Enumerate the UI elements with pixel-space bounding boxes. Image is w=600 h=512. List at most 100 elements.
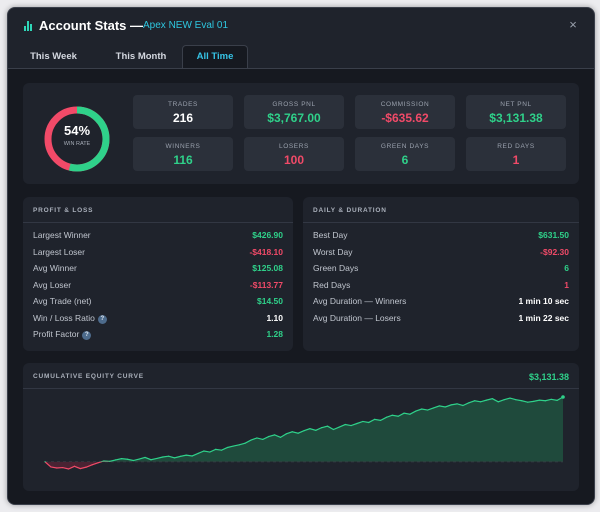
row-value: 1.28 <box>266 329 283 339</box>
pl-row-largest-winner: Largest Winner $426.90 <box>33 230 283 244</box>
equity-point <box>521 400 523 402</box>
stat-value: $3,131.38 <box>489 111 543 125</box>
close-icon[interactable]: × <box>569 17 577 32</box>
stat-value: -$635.62 <box>381 111 429 125</box>
account-name: Apex NEW Eval 01 <box>143 20 229 31</box>
row-value: $125.08 <box>252 263 283 273</box>
dd-row-green-days: Green Days 6 <box>313 263 569 277</box>
stat-trades: TRADES 216 <box>133 95 233 129</box>
equity-point <box>268 435 270 438</box>
row-label: Red Days <box>313 279 351 290</box>
equity-point <box>409 413 411 415</box>
row-label: Avg Loser <box>33 279 72 290</box>
section-divider <box>23 388 579 389</box>
equity-point <box>156 457 158 460</box>
dd-row-worst-day: Worst Day -$92.30 <box>313 247 569 261</box>
equity-point <box>356 422 358 425</box>
equity-point <box>397 415 399 417</box>
dd-row-red-days: Red Days 1 <box>313 280 569 294</box>
row-value: 1.10 <box>266 312 283 323</box>
equity-curve-panel: CUMULATIVE EQUITY CURVE $3,131.38 <box>23 363 579 491</box>
equity-point <box>321 427 323 429</box>
equity-point <box>56 467 58 469</box>
equity-point <box>527 401 529 403</box>
equity-point <box>215 448 217 450</box>
equity-point <box>138 458 140 460</box>
equity-point <box>332 428 335 431</box>
row-label: Profit Factor? <box>33 329 92 340</box>
equity-point <box>515 399 517 401</box>
row-label: Best Day <box>313 230 348 240</box>
equity-point <box>297 432 299 434</box>
equity-point <box>427 409 429 411</box>
equity-point <box>468 402 470 404</box>
pl-row-profit-factor: Profit Factor? 1.28 <box>33 329 283 343</box>
equity-point <box>273 434 276 436</box>
window-title: Account Stats — <box>39 18 144 33</box>
equity-point <box>338 426 340 428</box>
pl-row-avg-winner: Avg Winner $125.08 <box>33 263 283 277</box>
tab-this-week[interactable]: This Week <box>30 51 77 62</box>
row-label: Largest Winner <box>33 230 91 240</box>
equity-point <box>474 400 476 402</box>
win-rate-ring <box>44 106 110 172</box>
row-label: Avg Duration — Winners <box>313 296 407 306</box>
stat-gross-pnl: GROSS PNL $3,767.00 <box>244 95 344 129</box>
stat-label: WINNERS <box>165 143 201 150</box>
row-value: $631.50 <box>538 230 569 240</box>
equity-point <box>309 428 311 430</box>
equity-point <box>326 425 329 427</box>
equity-point <box>350 424 352 427</box>
equity-point <box>291 431 293 433</box>
equity-point <box>191 455 193 457</box>
stat-label: LOSERS <box>279 143 309 150</box>
row-value: $14.50 <box>257 296 283 306</box>
equity-point <box>179 455 181 457</box>
pl-row-avg-trade: Avg Trade (net) $14.50 <box>33 296 283 310</box>
equity-point <box>391 414 393 416</box>
pl-row-largest-loser: Largest Loser -$418.10 <box>33 247 283 261</box>
stats-content: 54% WIN RATE TRADES 216 GROSS PNL $3,767… <box>8 69 594 504</box>
row-value: 6 <box>564 263 569 273</box>
equity-point <box>544 400 546 402</box>
section-divider <box>23 222 293 223</box>
stat-commission: COMMISSION -$635.62 <box>355 95 455 129</box>
equity-point <box>456 403 458 405</box>
tab-all-time[interactable]: All Time <box>182 45 248 70</box>
stat-label: COMMISSION <box>380 101 430 108</box>
info-icon[interactable]: ? <box>97 314 107 324</box>
equity-point <box>103 460 105 462</box>
equity-chart <box>44 395 565 470</box>
row-label: Largest Loser <box>33 246 85 257</box>
equity-point <box>550 398 552 400</box>
equity-point <box>503 399 505 401</box>
stat-value: 6 <box>401 153 409 167</box>
equity-point <box>173 457 176 459</box>
row-label: Win / Loss Ratio? <box>33 313 107 324</box>
tab-this-month[interactable]: This Month <box>115 51 167 62</box>
equity-point <box>162 456 164 458</box>
pl-row-avg-loser: Avg Loser -$113.77 <box>33 280 283 294</box>
equity-point <box>85 466 87 468</box>
dd-row-avg-duration-winners: Avg Duration — Winners 1 min 10 sec <box>313 296 569 310</box>
equity-point <box>115 459 117 461</box>
stat-green-days: GREEN DAYS 6 <box>355 137 455 171</box>
info-icon[interactable]: ? <box>82 331 92 340</box>
stat-label: GREEN DAYS <box>380 143 430 150</box>
equity-point <box>462 404 464 407</box>
equity-final-value: $3,131.38 <box>528 372 569 382</box>
row-value: 1 min 22 sec <box>518 312 569 323</box>
daily-duration-panel: DAILY & DURATION Best Day $631.50 Worst … <box>303 197 579 351</box>
equity-point <box>497 401 499 403</box>
equity-point <box>209 451 211 453</box>
equity-point <box>109 460 111 462</box>
bar-chart-icon <box>24 21 33 31</box>
pl-row-win-loss-ratio: Win / Loss Ratio? 1.10 <box>33 313 283 327</box>
win-rate-donut: 54% WIN RATE <box>42 104 112 174</box>
stat-losers: LOSERS 100 <box>244 137 344 171</box>
equity-point <box>250 439 252 441</box>
stat-label: RED DAYS <box>497 143 535 150</box>
equity-point <box>67 468 70 470</box>
equity-point <box>203 450 205 452</box>
row-label: Avg Duration — Losers <box>313 312 401 323</box>
